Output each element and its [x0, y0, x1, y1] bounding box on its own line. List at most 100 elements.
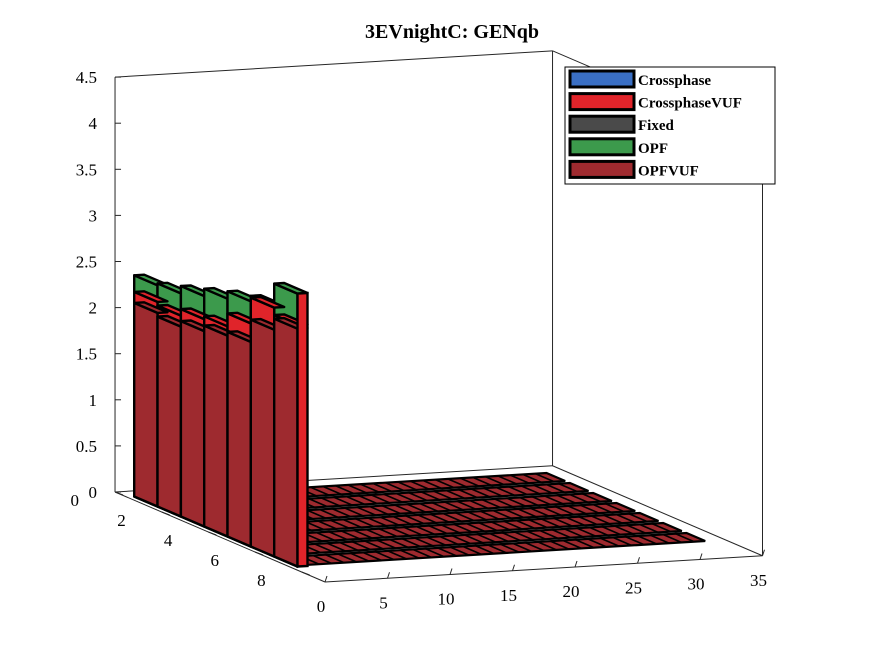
floor-cell-edge: [514, 531, 534, 541]
floor-cell-edge: [353, 529, 373, 539]
floor-cell-edge: [662, 533, 682, 544]
axis-line: [552, 465, 763, 557]
floor-cell-edge: [437, 547, 457, 557]
x-tick-mark: [574, 560, 578, 568]
floor-cell-edge: [465, 522, 486, 533]
z-tick-label: 1.5: [76, 345, 97, 364]
x-tick-label: 5: [379, 593, 388, 612]
floor-cell-edge: [556, 494, 576, 504]
floor-cell-edge: [483, 487, 503, 497]
floor-cell-edge: [429, 513, 450, 523]
floor-cell-edge: [481, 498, 501, 509]
x-tick-mark: [699, 553, 703, 560]
floor-cell-edge: [415, 525, 436, 536]
floor-cell-edge: [467, 511, 487, 521]
floor-cell-edge: [449, 546, 470, 556]
floor-cell-edge: [392, 515, 412, 526]
floor-cell-edge: [528, 518, 548, 529]
floor-cell-edge: [484, 475, 505, 486]
legend-label-crossphasevuf: CrossphaseVUF: [638, 96, 742, 112]
floor-cell-edge: [472, 476, 492, 487]
floor-cell-edge: [342, 518, 362, 529]
x-tick-label: 20: [563, 582, 580, 601]
floor-cell-edge: [626, 524, 646, 534]
floor-cell-edge: [524, 541, 545, 552]
floor-cell-edge: [554, 505, 575, 516]
floor-cell-edge: [383, 493, 403, 503]
floor-cell-edge: [431, 501, 451, 512]
floor-cell-edge: [545, 483, 566, 494]
floor-cell-edge: [579, 504, 600, 514]
floor-cell-edge: [558, 482, 578, 493]
floor-cell-edge: [364, 540, 384, 550]
floor-cell-edge: [414, 537, 434, 547]
floor-cell-edge: [459, 477, 480, 487]
floor-cell-edge: [404, 514, 425, 525]
floor-cell-edge: [526, 530, 546, 540]
floor-cell-edge: [387, 550, 407, 560]
floor-cell-edge: [337, 553, 357, 563]
floor-cell-edge: [390, 527, 411, 537]
floor-cell-edge: [487, 544, 507, 554]
floor-cell-edge: [445, 489, 466, 500]
bar-opfvuf: [249, 318, 276, 558]
floor-cell-edge: [309, 486, 330, 496]
y-tick-mark: [114, 491, 124, 496]
legend-label-opfvuf: OPFVUF: [638, 163, 699, 179]
floor-cell-edge: [422, 479, 442, 490]
y-tick-label: 6: [211, 551, 220, 570]
floor-cell-edge: [362, 551, 382, 562]
floor-cell-edge: [333, 496, 353, 506]
floor-cell-edge: [320, 497, 341, 507]
floor-cell-edge: [581, 492, 601, 503]
legend: Crossphase CrossphaseVUF Fixed OPF OPFVUF: [564, 66, 776, 185]
y-tick-label: 0: [71, 491, 80, 510]
y-tick-label: 2: [117, 511, 126, 530]
floor-cell-edge: [417, 514, 437, 524]
floor-cell-edge: [599, 537, 620, 547]
floor-cell-edge: [442, 512, 462, 523]
x-tick-mark: [637, 557, 640, 564]
floor-cell-edge: [512, 542, 532, 553]
floor-cell-edge: [322, 485, 342, 496]
floor-cell-edge: [462, 545, 482, 556]
z-tick-label: 4: [89, 114, 98, 133]
floor-cell-edge: [540, 518, 561, 528]
floor-cell-edge: [587, 538, 607, 548]
floor-cell-edge: [589, 526, 609, 537]
floor-cell-edge: [419, 502, 439, 513]
floor-cell-edge: [509, 474, 530, 484]
floor-cell-edge: [499, 543, 520, 553]
floor-cell-edge: [529, 507, 550, 517]
floor-cell-edge: [401, 537, 421, 548]
floor-cell-edge: [379, 516, 400, 526]
floor-cell-edge: [603, 514, 623, 524]
floor-cell-edge: [428, 524, 448, 535]
legend-label-fixed: Fixed: [638, 118, 674, 134]
floor-cell-edge: [517, 508, 537, 518]
floor-cell-edge: [490, 521, 511, 531]
floor-cell-edge: [394, 504, 414, 514]
axis-line: [114, 491, 326, 583]
floor-cell-edge: [504, 508, 525, 519]
bar-top-crossphasevuf: [132, 290, 169, 304]
floor-cell-edge: [567, 505, 587, 515]
floor-cell-edge: [624, 535, 645, 546]
y-tick-mark: [161, 511, 170, 516]
x-tick-label: 15: [500, 586, 517, 605]
floor-cell-edge: [549, 540, 570, 550]
legend-swatch-crossphasevuf: [568, 92, 636, 112]
floor-cell-edge: [639, 523, 659, 534]
floor-cell-edge: [367, 517, 387, 527]
floor-cell-edge: [544, 495, 564, 505]
floor-cell-edge: [612, 536, 632, 547]
floor-cell-edge: [479, 510, 500, 520]
z-tick-label: 4.5: [76, 68, 97, 87]
floor-cell-edge: [476, 533, 496, 543]
floor-cell-edge: [478, 521, 498, 532]
floor-cell-edge: [424, 547, 445, 558]
floor-cell-edge: [674, 532, 695, 543]
floor-cell-edge: [334, 484, 355, 495]
floor-cell-edge: [553, 517, 573, 527]
